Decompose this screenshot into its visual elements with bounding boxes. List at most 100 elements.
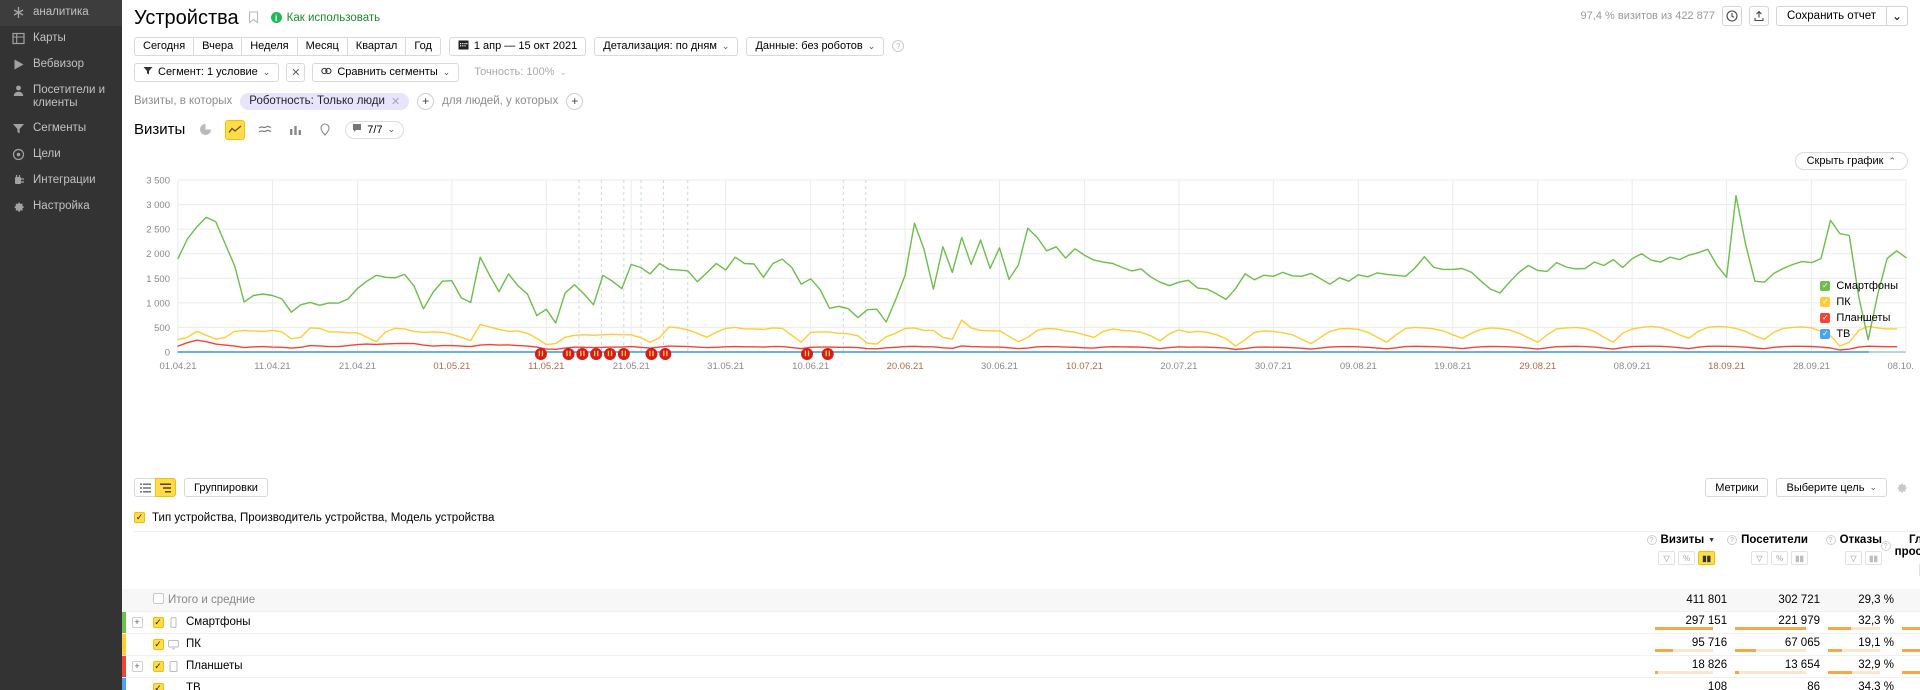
list-icon[interactable] bbox=[134, 478, 155, 497]
how-to-use-link[interactable]: i Как использовать bbox=[270, 12, 380, 24]
accuracy-select[interactable]: Точность: 100% ⌄ bbox=[466, 63, 575, 82]
period-year[interactable]: Год bbox=[405, 36, 441, 56]
svg-text:10.06.21: 10.06.21 bbox=[792, 361, 829, 372]
metric-bar-fill bbox=[1902, 671, 1920, 674]
compare-segments-button[interactable]: Сравнить сегменты ⌄ bbox=[312, 62, 460, 82]
metric-cell: 297 151 bbox=[1647, 611, 1727, 633]
svg-text:29.08.21: 29.08.21 bbox=[1519, 361, 1556, 372]
legend-label: ПК bbox=[1836, 296, 1851, 308]
clock-icon[interactable] bbox=[1721, 6, 1742, 26]
sidebar-item-segments[interactable]: Сегменты bbox=[0, 116, 122, 142]
gear-icon[interactable] bbox=[1895, 481, 1908, 494]
expand-cell[interactable]: + bbox=[126, 655, 148, 677]
goal-select[interactable]: Выберите цель ⌄ bbox=[1776, 478, 1887, 497]
save-report-button[interactable]: Сохранить отчет bbox=[1775, 6, 1886, 26]
tree-icon[interactable] bbox=[155, 478, 176, 497]
period-month[interactable]: Месяц bbox=[296, 36, 347, 56]
metric-cell: 67 065 bbox=[1727, 633, 1820, 655]
metric-bar-track bbox=[1902, 627, 1920, 630]
row-checkbox-cell[interactable] bbox=[148, 655, 168, 677]
sidebar-item-goals[interactable]: Цели bbox=[0, 142, 122, 168]
target-icon bbox=[12, 148, 25, 161]
bar-chart-icon[interactable]: ▮▮ bbox=[1698, 551, 1716, 565]
hide-chart-button[interactable]: Скрыть график ⌃ bbox=[1794, 152, 1908, 170]
close-icon[interactable]: ✕ bbox=[390, 95, 401, 108]
condition-chip-robots[interactable]: Роботность: Только люди ✕ bbox=[240, 92, 410, 110]
add-visit-condition-button[interactable]: + bbox=[417, 92, 435, 110]
dimensions-label: Тип устройства, Производитель устройства… bbox=[152, 511, 495, 524]
chevron-down-icon: ⌄ bbox=[387, 124, 396, 134]
condition-middle-text: для людей, у которых bbox=[442, 95, 559, 107]
groupings-button[interactable]: Группировки bbox=[184, 478, 268, 497]
row-checkbox[interactable] bbox=[152, 639, 164, 650]
legend-item-tv[interactable]: ✓ ТВ bbox=[1820, 328, 1898, 340]
add-people-condition-button[interactable]: + bbox=[566, 92, 584, 110]
bookmark-icon[interactable] bbox=[248, 11, 259, 24]
annotations-toggle[interactable]: 7/7 ⌄ bbox=[345, 120, 405, 139]
period-quarter[interactable]: Квартал bbox=[346, 36, 406, 56]
pie-chart-icon[interactable] bbox=[195, 120, 215, 140]
column-chart-icon[interactable] bbox=[285, 120, 305, 140]
clear-segment-button[interactable]: ✕ bbox=[286, 62, 306, 82]
expand-cell[interactable]: + bbox=[126, 611, 148, 633]
row-checkbox[interactable] bbox=[152, 683, 164, 690]
metrics-button[interactable]: Метрики bbox=[1705, 478, 1769, 497]
expand-row-button[interactable]: + bbox=[131, 617, 143, 628]
row-checkbox-cell[interactable] bbox=[148, 611, 168, 633]
sidebar-item-maps[interactable]: Карты bbox=[0, 26, 122, 52]
col-head-depth[interactable]: ? Глубина просмотра ▽ ▮▮ bbox=[1880, 530, 1920, 589]
legend-item-pc[interactable]: ✓ ПК bbox=[1820, 296, 1898, 308]
visits-chart[interactable]: 0 500 1 000 1 500 2 000 2 500 3 000 3 500 01.04.… bbox=[134, 174, 1914, 389]
filter-icon[interactable]: ▽ bbox=[1751, 551, 1768, 565]
percent-icon[interactable]: % bbox=[1771, 551, 1788, 565]
expand-row-button[interactable]: + bbox=[131, 661, 143, 672]
period-yesterday[interactable]: Вчера bbox=[193, 36, 242, 56]
sidebar-item-settings[interactable]: Настройка bbox=[0, 194, 122, 220]
dimensions-checkbox[interactable] bbox=[134, 512, 145, 523]
map-pin-icon[interactable] bbox=[315, 120, 335, 140]
segment-select[interactable]: Сегмент: 1 условие ⌄ bbox=[134, 62, 280, 82]
row-checkbox[interactable] bbox=[152, 661, 164, 672]
col-head-visitors[interactable]: ? Посетители ▽ % ▮▮ bbox=[1727, 530, 1820, 589]
row-checkbox-cell[interactable] bbox=[148, 633, 168, 655]
period-week[interactable]: Неделя bbox=[241, 36, 297, 56]
row-checkbox-cell[interactable] bbox=[148, 589, 168, 611]
col-head-bounces[interactable]: ? Отказы ▽ ▮▮ bbox=[1820, 530, 1894, 589]
area-chart-icon[interactable] bbox=[255, 120, 275, 140]
sidebar-item-integrations[interactable]: Интеграции bbox=[0, 168, 122, 194]
filter-icon bbox=[143, 66, 153, 79]
table-toolbar-right: Метрики Выберите цель ⌄ bbox=[1705, 478, 1908, 497]
row-checkbox[interactable] bbox=[152, 617, 164, 628]
row-checkbox-cell[interactable] bbox=[148, 677, 168, 690]
sidebar-item-analytics[interactable]: аналитика bbox=[0, 0, 122, 26]
question-icon[interactable]: ? bbox=[892, 40, 905, 52]
data-source-select[interactable]: Данные: без роботов ⌄ bbox=[746, 36, 885, 56]
detail-level-select[interactable]: Детализация: по дням ⌄ bbox=[594, 36, 739, 56]
save-report-dropdown[interactable]: ⌄ bbox=[1886, 6, 1908, 26]
percent-icon[interactable]: % bbox=[1678, 551, 1696, 565]
sidebar-item-webvisor[interactable]: Вебвизор bbox=[0, 52, 122, 78]
period-today[interactable]: Сегодня bbox=[134, 36, 194, 56]
sidebar-item-visitors[interactable]: Посетители и клиенты bbox=[0, 78, 122, 116]
line-chart-icon[interactable] bbox=[225, 119, 246, 140]
date-range-picker[interactable]: 1 апр — 15 окт 2021 bbox=[448, 36, 587, 56]
bar-chart-icon[interactable]: ▮▮ bbox=[1791, 551, 1808, 565]
legend-swatch: ✓ bbox=[1820, 297, 1831, 307]
col-head-visits[interactable]: ? Визиты ▼ ▽ % ▮▮ bbox=[1646, 530, 1728, 589]
svg-text:31.05.21: 31.05.21 bbox=[707, 361, 744, 372]
legend-swatch: ✓ bbox=[1820, 313, 1831, 323]
filter-icon[interactable]: ▽ bbox=[1845, 551, 1862, 565]
filter-icon[interactable]: ▽ bbox=[1658, 551, 1676, 565]
legend-item-tablets[interactable]: ✓ Планшеты bbox=[1820, 312, 1898, 324]
chevron-down-icon: ⌄ bbox=[867, 40, 876, 51]
legend-item-smartphones[interactable]: ✓ Смартфоны bbox=[1820, 280, 1898, 292]
bar-chart-icon[interactable]: ▮▮ bbox=[1865, 551, 1882, 565]
metric-value: 1,65 bbox=[1894, 589, 1920, 606]
row-checkbox[interactable] bbox=[152, 592, 164, 604]
export-icon[interactable] bbox=[1748, 6, 1769, 26]
